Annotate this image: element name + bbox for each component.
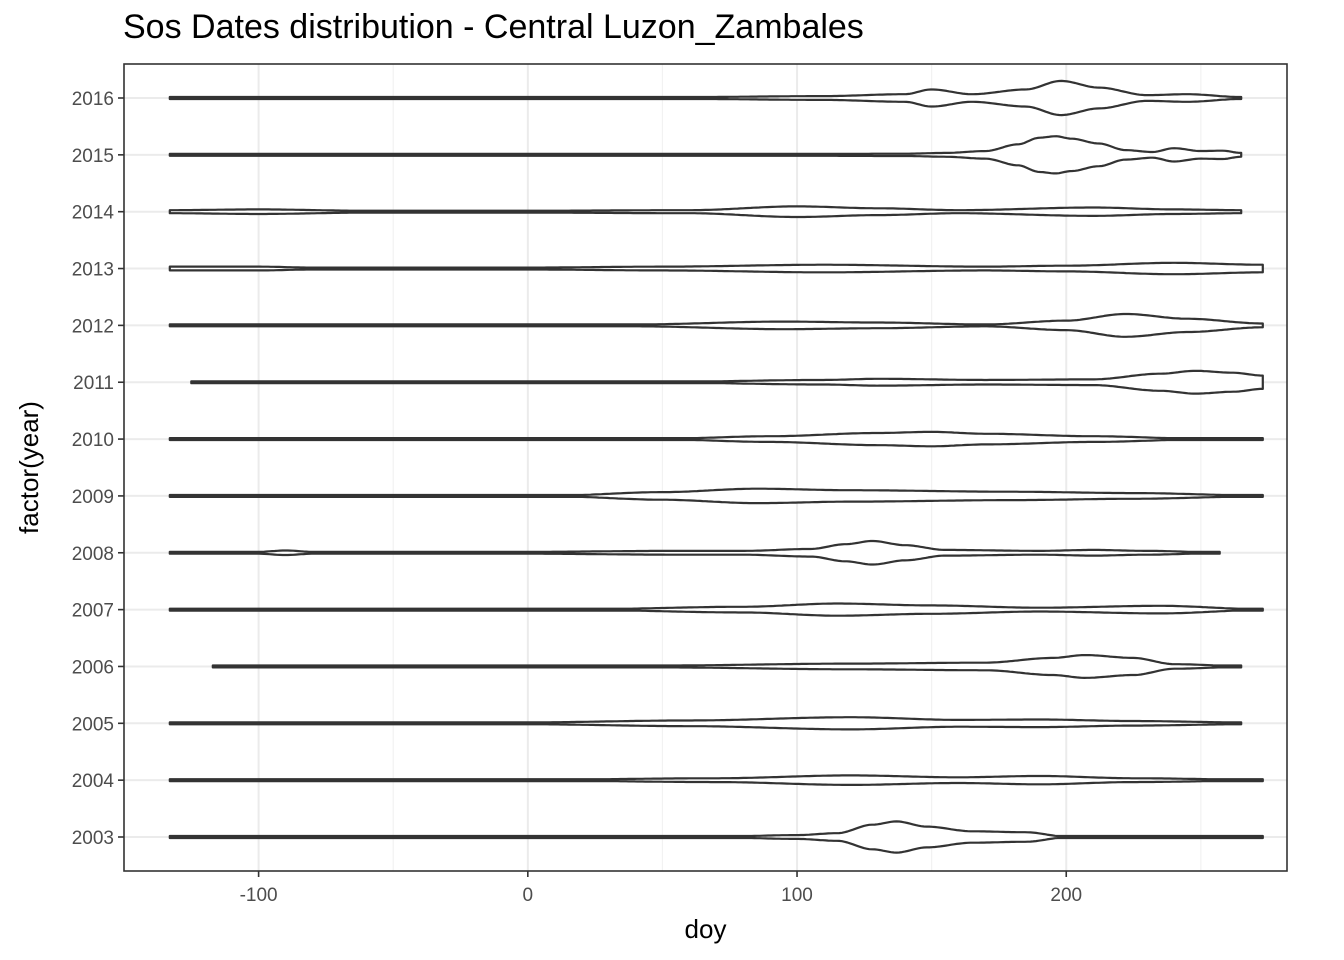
- x-tick-label: -100: [240, 885, 278, 906]
- violin-2008: [168, 539, 1221, 566]
- violin-2005: [168, 716, 1243, 731]
- violin-2010: [168, 430, 1264, 448]
- y-tick-label: 2011: [73, 373, 114, 394]
- y-tick-label: 2007: [72, 601, 114, 622]
- y-tick-label: 2015: [72, 146, 114, 167]
- violin-2011: [190, 369, 1264, 395]
- violin-2004: [168, 774, 1264, 786]
- y-axis-title: factor(year): [14, 401, 44, 534]
- violin-2014: [168, 205, 1243, 219]
- x-tick-label: 200: [1050, 885, 1082, 906]
- x-tick-label: 100: [781, 885, 813, 906]
- plot-border: [123, 63, 1288, 872]
- y-tick-label: 2003: [72, 828, 114, 849]
- y-tick-label: 2016: [72, 89, 114, 110]
- violin-2006: [211, 654, 1243, 679]
- violin-2013: [168, 261, 1264, 276]
- violin-2016: [168, 79, 1243, 117]
- x-tick-label: 0: [523, 885, 534, 906]
- violin-2015: [168, 135, 1243, 175]
- violin-2012: [168, 312, 1264, 338]
- violin-2007: [168, 602, 1264, 617]
- y-tick-label: 2009: [72, 487, 114, 508]
- y-tick-label: 2013: [72, 260, 114, 281]
- violin-2009: [168, 487, 1264, 505]
- x-axis-title: doy: [685, 914, 727, 944]
- violin-2003: [168, 820, 1264, 854]
- y-tick-label: 2006: [72, 657, 114, 678]
- y-tick-label: 2008: [72, 544, 114, 565]
- y-tick-label: 2010: [72, 430, 114, 451]
- y-tick-label: 2012: [72, 316, 114, 337]
- y-tick-label: 2014: [72, 203, 115, 224]
- plot-panel: [124, 64, 1287, 871]
- chart-title: Sos Dates distribution - Central Luzon_Z…: [123, 8, 864, 46]
- y-tick-label: 2004: [72, 771, 115, 792]
- y-tick-label: 2005: [72, 714, 114, 735]
